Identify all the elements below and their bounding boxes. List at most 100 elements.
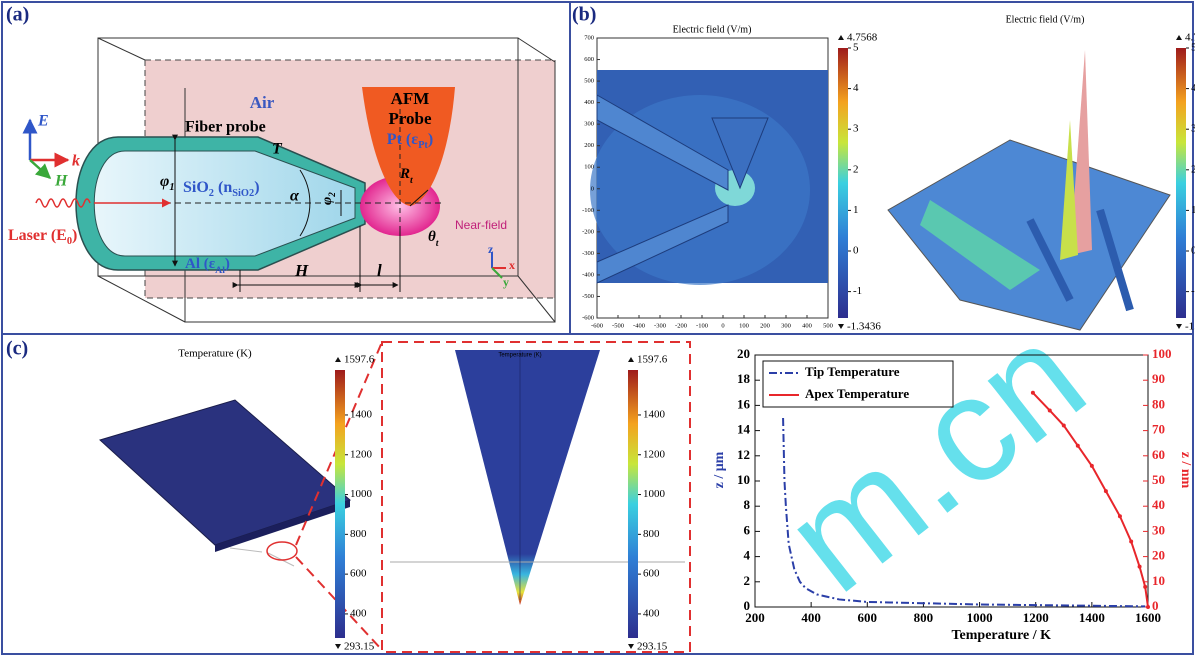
x-tick-label: 400 [801, 610, 821, 625]
point [1104, 489, 1108, 493]
x-tick-label: 800 [914, 610, 934, 625]
y2-tick-label: 80 [1152, 396, 1165, 411]
colorbar-min: -1.3436 [847, 321, 881, 333]
point [1143, 585, 1147, 589]
colorbar-tick-label: 600 [643, 568, 660, 580]
x-axis-label: Temperature / K [952, 628, 1052, 643]
plot-title: Electric field (V/m) [1006, 14, 1085, 25]
y-tick-label: -100 [582, 207, 594, 214]
text-part: θ [428, 229, 436, 245]
panel-label: (c) [6, 338, 28, 360]
colorbar-tick-label: 400 [350, 607, 367, 619]
label: y [503, 275, 509, 289]
y-tick-label: 100 [584, 164, 594, 171]
x-tick-label: -500 [612, 322, 624, 329]
plot-title: Temperature (K) [498, 353, 541, 359]
y-tick-label: 400 [584, 99, 594, 106]
y-tick-label: 0 [744, 598, 751, 613]
point [1076, 444, 1080, 448]
x-tick-label: 100 [739, 322, 749, 329]
colorbar-tick-label: -1 [1191, 285, 1195, 297]
colorbar-tick-label: 4 [1191, 82, 1195, 94]
label: E [37, 113, 49, 130]
min-marker [335, 644, 341, 649]
y-tick-label: -400 [582, 271, 594, 278]
point [1031, 391, 1035, 395]
y-tick-label: 0 [591, 185, 594, 192]
text-part: φ [320, 197, 335, 205]
colorbar [838, 48, 848, 318]
label: Air [250, 93, 275, 112]
text-part: ) [72, 227, 77, 244]
x-tick-label: 300 [781, 322, 791, 329]
y-tick-label: 20 [737, 346, 750, 361]
label: Near-field [455, 218, 507, 232]
y2-tick-label: 10 [1152, 573, 1165, 588]
y-tick-label: 10 [737, 472, 750, 487]
colorbar-max: 1597.6 [637, 354, 668, 366]
colorbar-max: 1597.6 [344, 354, 375, 366]
y2-tick-label: 70 [1152, 422, 1165, 437]
text-part: ) [428, 131, 433, 148]
y-tick-label: 600 [584, 56, 594, 63]
y2-axis-label: z / nm [1178, 452, 1193, 489]
text-part: φ [160, 173, 169, 190]
text-part: Pt (ε [387, 131, 418, 148]
point [1062, 424, 1066, 428]
y-tick-label: 2 [744, 573, 751, 588]
colorbar-tick-label: -1 [853, 285, 862, 297]
min-marker [628, 644, 634, 649]
y-tick-label: 500 [584, 78, 594, 85]
colorbar-tick-label: 3 [1191, 123, 1195, 135]
text-part: SiO2 [232, 188, 254, 199]
y-axis-label: z / μm [712, 451, 727, 488]
y-tick-label: -500 [582, 293, 594, 300]
y2-tick-label: 30 [1152, 522, 1165, 537]
x-tick-label: 600 [858, 610, 878, 625]
y2-tick-label: 40 [1152, 497, 1165, 512]
min-marker [1176, 324, 1182, 329]
y2-tick-label: 60 [1152, 447, 1165, 462]
colorbar-tick-label: 3 [853, 123, 859, 135]
text-part: Al (ε [185, 256, 216, 272]
label: T [272, 141, 283, 158]
colorbar-tick-label: 4 [853, 82, 859, 94]
y2-tick-label: 0 [1152, 598, 1159, 613]
y-tick-label: 700 [584, 34, 594, 41]
colorbar-tick-label: 1000 [643, 488, 666, 500]
point [1118, 514, 1122, 518]
x-tick-label: 400 [802, 322, 812, 329]
panel-a-drawing [30, 38, 555, 322]
y-tick-label: 300 [584, 121, 594, 128]
x-tick-label: 0 [721, 322, 724, 329]
y-tick-label: 14 [737, 422, 751, 437]
colorbar-tick-label: 0 [1191, 245, 1195, 257]
text-part: Pt [418, 140, 428, 151]
colorbar-min: 293.15 [637, 641, 668, 653]
label: Laser (E0) [8, 227, 77, 247]
colorbar-tick-label: 1 [853, 204, 859, 216]
colorbar [335, 370, 345, 638]
point [1146, 605, 1150, 609]
y2-tick-label: 20 [1152, 548, 1165, 563]
y-tick-label: 200 [584, 142, 594, 149]
label: Fiber probe [185, 119, 266, 136]
colorbar-tick-label: 1000 [350, 488, 373, 500]
y2-tick-label: 100 [1152, 346, 1172, 361]
figure: m.cn (a)AirAFMProbePt (εPt)Fiber probeSi… [0, 0, 1195, 656]
colorbar [628, 370, 638, 638]
text-part: 1 [169, 182, 174, 193]
panel-c-drawing [100, 342, 690, 652]
colorbar-tick-label: 2 [853, 163, 859, 175]
x-tick-label: -400 [633, 322, 645, 329]
colorbar-tick-label: 5 [1191, 42, 1195, 54]
colorbar-tick-label: 600 [350, 568, 367, 580]
y-tick-label: 8 [744, 497, 751, 512]
label: H [54, 173, 68, 190]
x-tick-label: 1000 [967, 610, 993, 625]
max-marker [335, 357, 341, 362]
max-marker [838, 35, 844, 40]
label: α [290, 188, 300, 205]
text-part: ) [254, 179, 259, 196]
label: x [509, 258, 515, 272]
